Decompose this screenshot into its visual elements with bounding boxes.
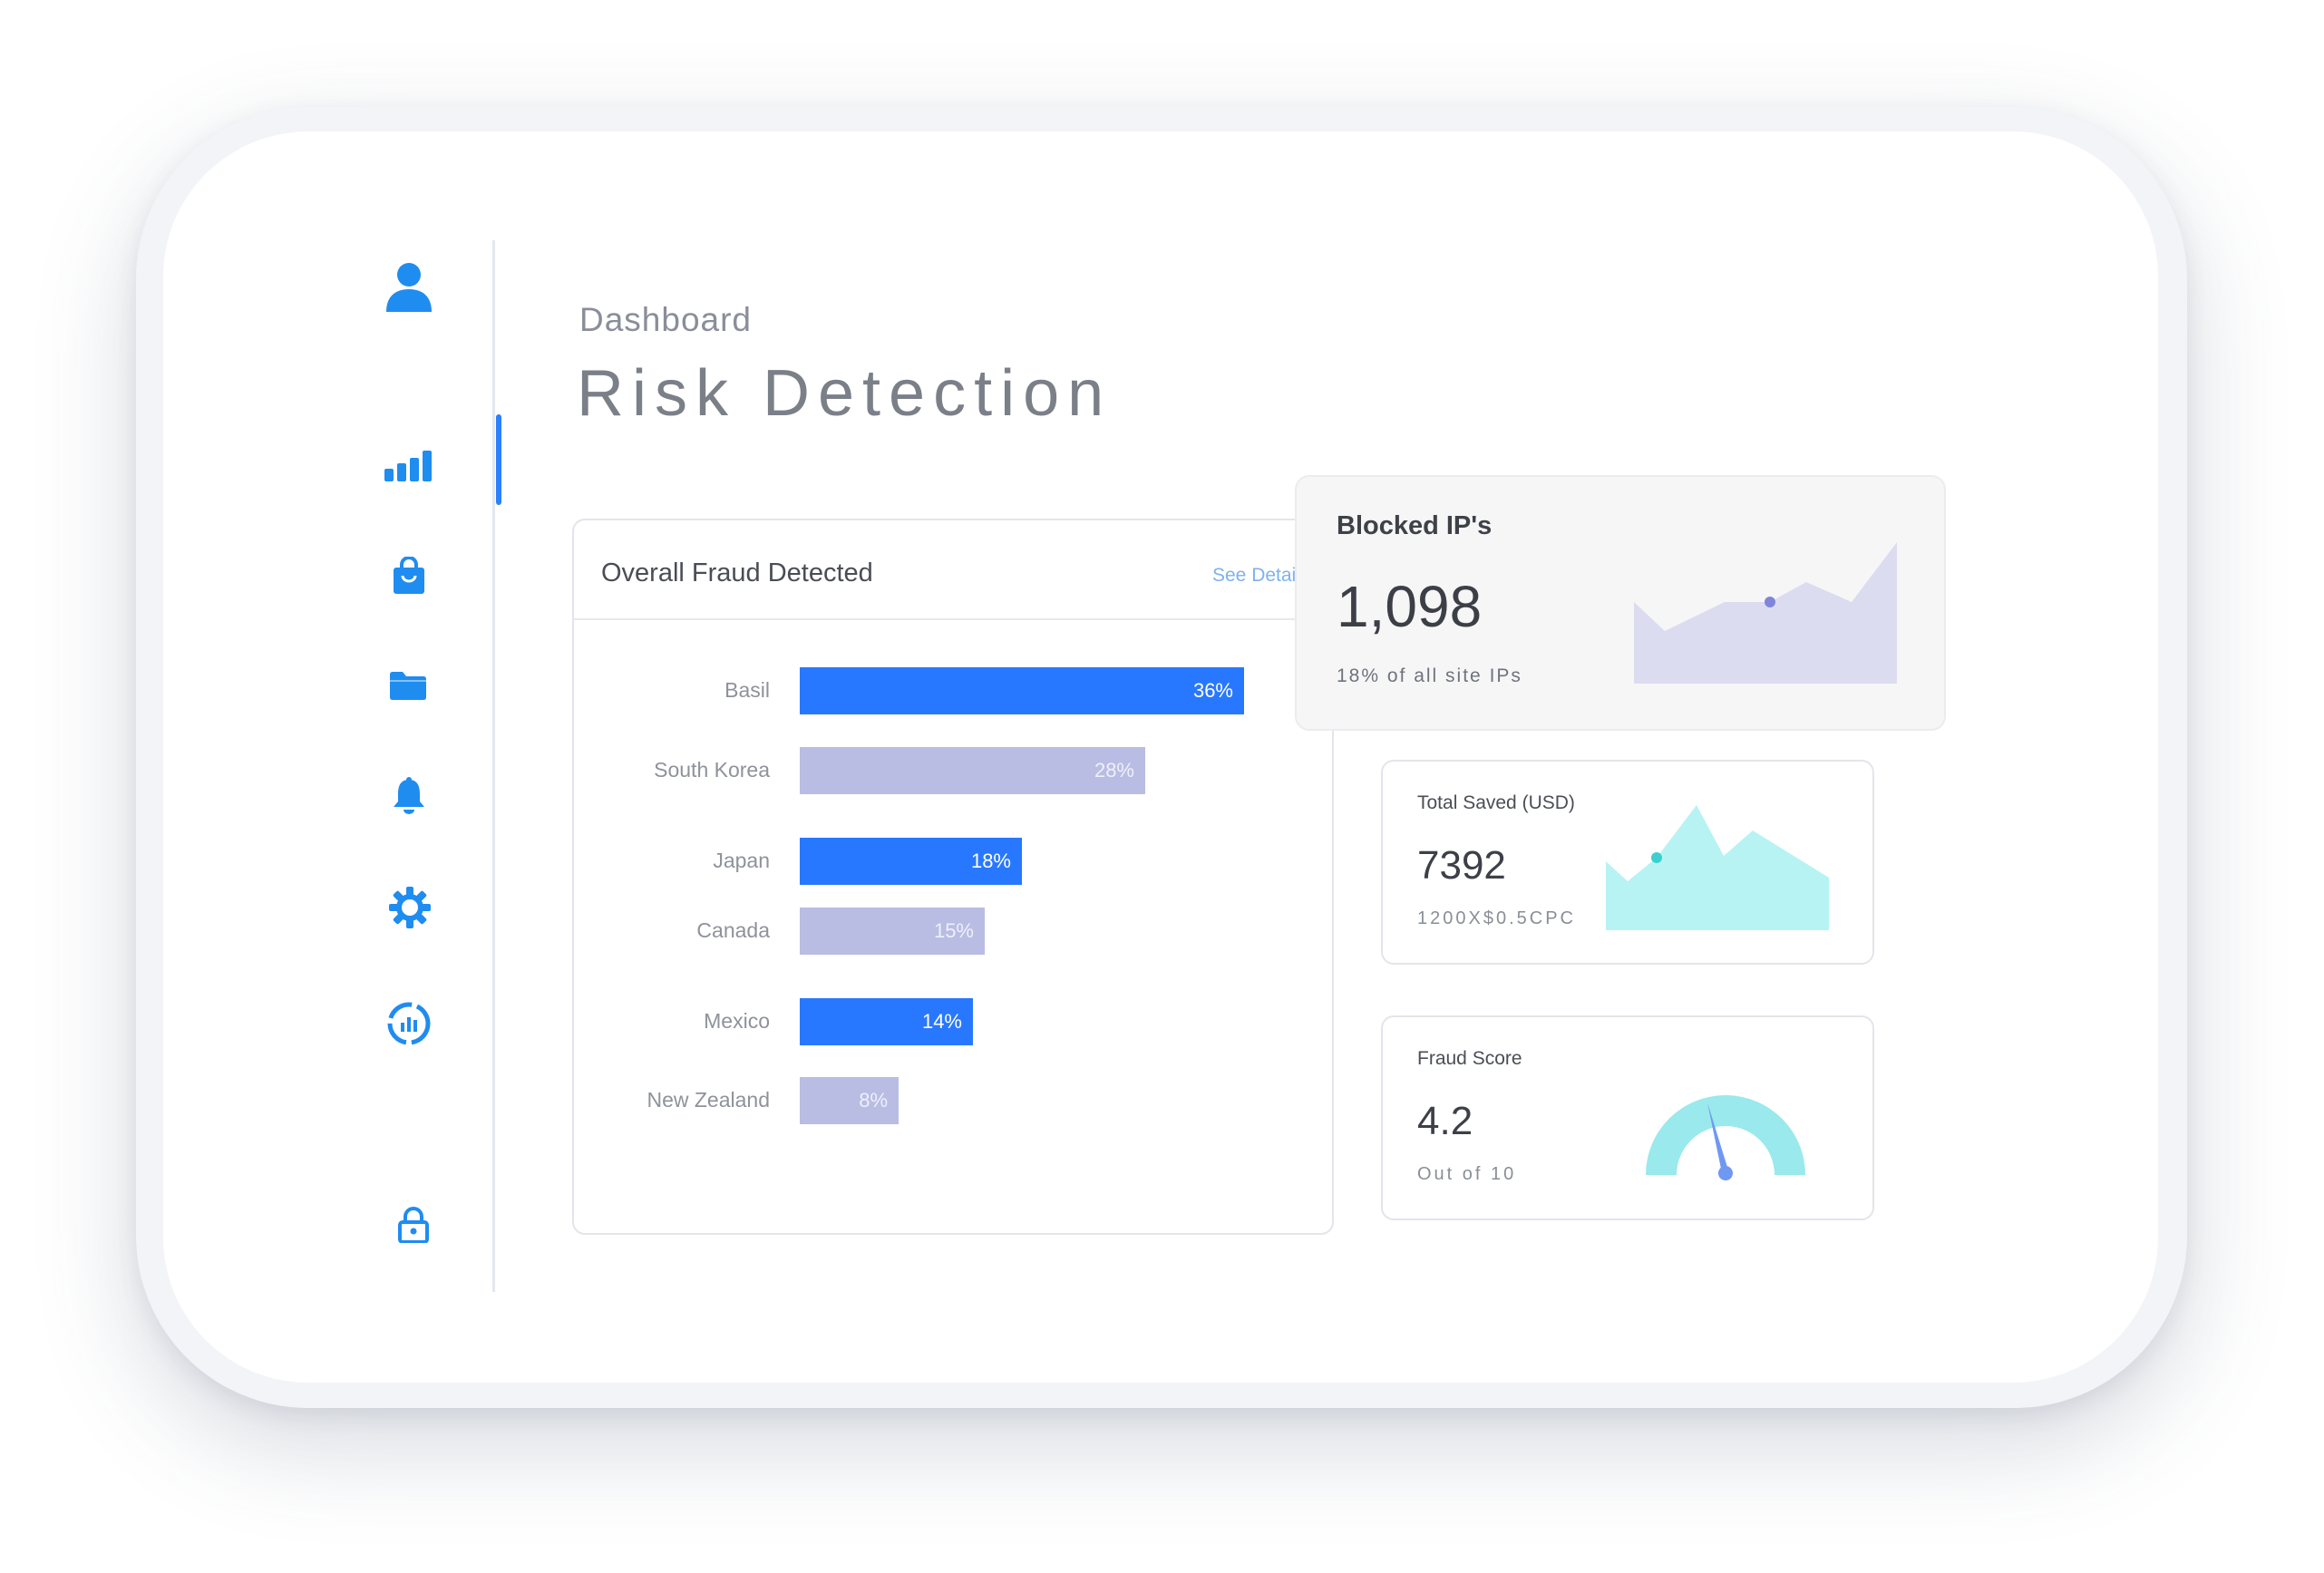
- shopping-bag-icon[interactable]: [393, 557, 425, 595]
- bar-value-label: 8%: [859, 1089, 888, 1112]
- bar-mark[interactable]: 15%: [800, 908, 985, 955]
- fraud-card-header: Overall Fraud Detected See Details: [574, 520, 1332, 620]
- blocked-ips-subtitle: 18% of all site IPs: [1337, 665, 1522, 686]
- folder-icon[interactable]: [390, 672, 426, 700]
- total-saved-title: Total Saved (USD): [1417, 792, 1575, 813]
- bell-icon[interactable]: [392, 776, 426, 814]
- total-saved-sparkline: [1606, 805, 1829, 930]
- bar-row: Japan 18%: [574, 838, 1332, 885]
- lock-icon[interactable]: [398, 1207, 429, 1243]
- bar-category-label: Canada: [696, 918, 770, 942]
- bar-chart-icon[interactable]: [384, 451, 433, 481]
- sidebar-active-indicator: [496, 414, 501, 505]
- fraud-score-value: 4.2: [1417, 1099, 1473, 1143]
- fraud-card-title: Overall Fraud Detected: [601, 558, 873, 587]
- bar-category-label: Mexico: [704, 1009, 770, 1033]
- gear-icon[interactable]: [388, 886, 432, 929]
- blocked-ips-sparkline: [1634, 542, 1897, 684]
- total-saved-area: [1606, 805, 1829, 930]
- fraud-card: Overall Fraud Detected See Details Basil…: [572, 519, 1334, 1235]
- see-details-link[interactable]: See Details: [1212, 565, 1310, 586]
- blocked-ips-card: Blocked IP's 1,098 18% of all site IPs: [1295, 475, 1946, 731]
- analytics-icon[interactable]: [386, 1001, 432, 1046]
- bar-value-label: 15%: [933, 919, 974, 942]
- bar-row: Basil 36%: [574, 667, 1332, 714]
- total-saved-subtitle: 1200X$0.5CPC: [1417, 908, 1576, 928]
- bar-mark[interactable]: 36%: [800, 667, 1244, 714]
- page-title: Risk Detection: [577, 357, 1113, 430]
- bar-mark[interactable]: 14%: [800, 998, 973, 1045]
- total-saved-card: Total Saved (USD) 7392 1200X$0.5CPC: [1381, 760, 1874, 965]
- bar-value-label: 36%: [1192, 679, 1233, 702]
- bar-value-label: 14%: [921, 1010, 962, 1033]
- blocked-ips-area: [1634, 542, 1897, 684]
- blocked-ips-value: 1,098: [1337, 574, 1483, 639]
- bar-value-label: 28%: [1094, 759, 1134, 782]
- bar-category-label: South Korea: [654, 758, 770, 782]
- fraud-score-subtitle: Out of 10: [1417, 1164, 1517, 1184]
- breadcrumb: Dashboard: [579, 301, 753, 338]
- fraud-score-title: Fraud Score: [1417, 1048, 1522, 1069]
- bar-mark[interactable]: 8%: [800, 1077, 899, 1124]
- fraud-score-gauge-arc: [1646, 1095, 1805, 1175]
- bar-row: Mexico 14%: [574, 998, 1332, 1045]
- bar-value-label: 18%: [970, 850, 1011, 872]
- bar-category-label: Basil: [724, 678, 770, 702]
- user-icon[interactable]: [384, 262, 433, 313]
- blocked-ips-marker: [1765, 597, 1775, 607]
- total-saved-marker: [1651, 852, 1662, 863]
- blocked-ips-title: Blocked IP's: [1337, 511, 1493, 540]
- bar-mark[interactable]: 28%: [800, 747, 1145, 794]
- bar-row: New Zealand 8%: [574, 1077, 1332, 1124]
- bar-row: Canada 15%: [574, 908, 1332, 955]
- fraud-score-gauge: [1646, 1095, 1805, 1180]
- sidebar-divider: [492, 240, 495, 1292]
- bar-category-label: New Zealand: [647, 1088, 770, 1112]
- total-saved-value: 7392: [1417, 843, 1506, 888]
- bar-mark[interactable]: 18%: [800, 838, 1022, 885]
- bar-category-label: Japan: [713, 849, 770, 872]
- fraud-score-needle: [1707, 1102, 1733, 1180]
- fraud-score-card: Fraud Score 4.2 Out of 10: [1381, 1015, 1874, 1220]
- bar-row: South Korea 28%: [574, 747, 1332, 794]
